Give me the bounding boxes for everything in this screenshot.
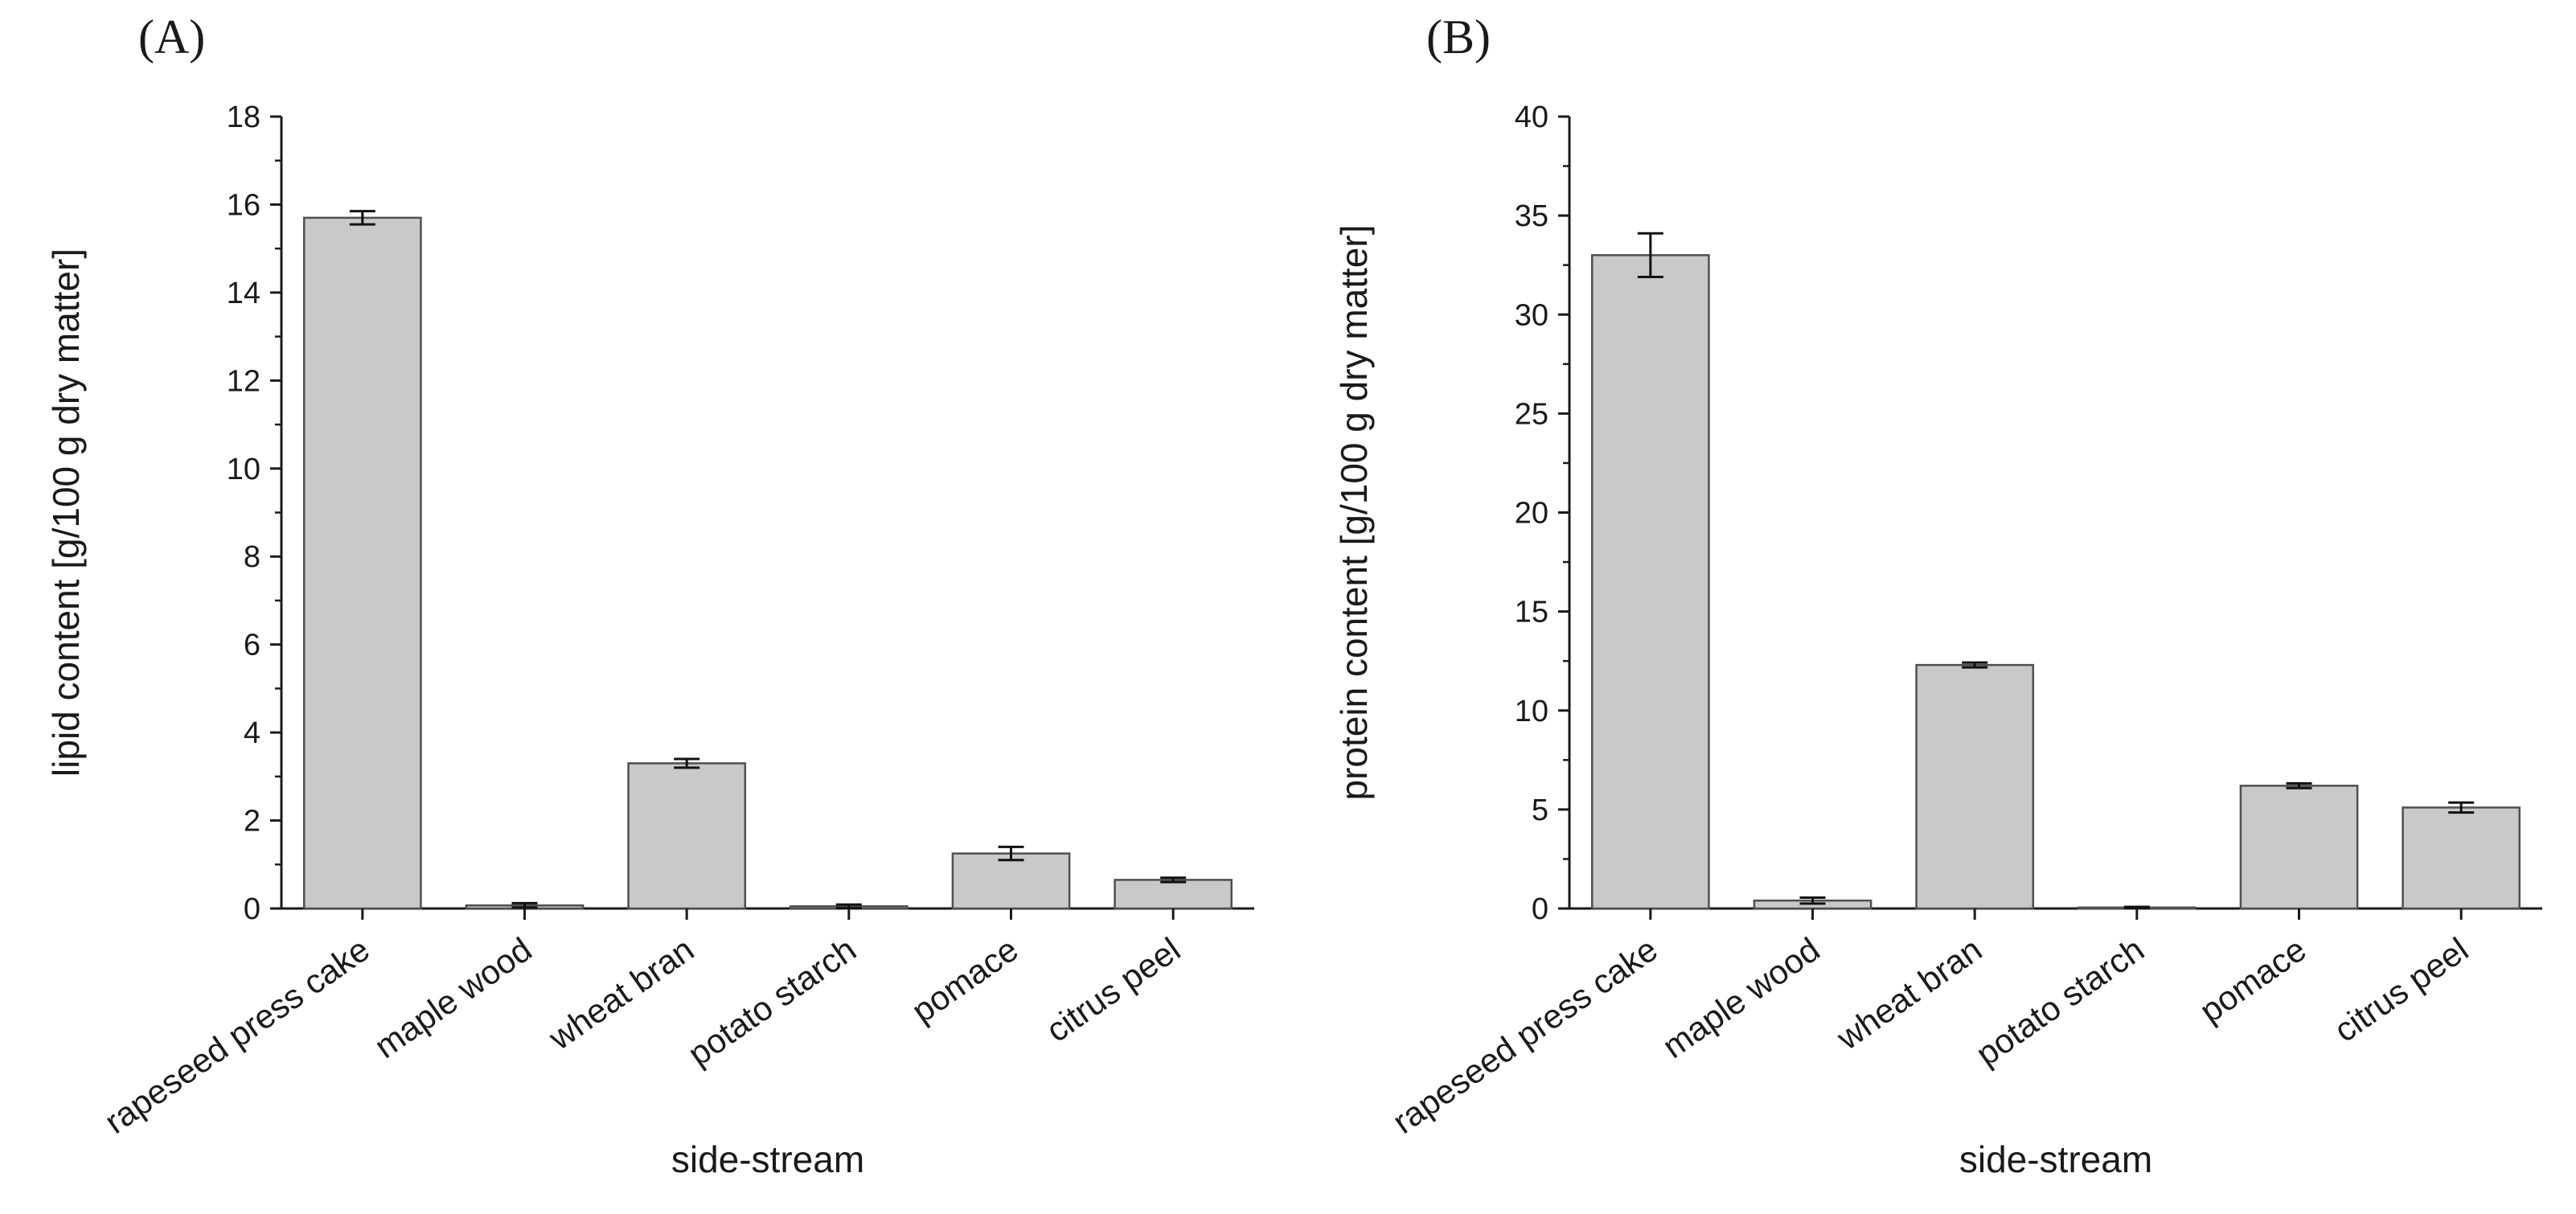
- x-tick-label: pomace: [2192, 930, 2312, 1030]
- panel-label-B: (B): [1426, 10, 1491, 64]
- x-axis-label: side-stream: [1959, 1138, 2152, 1180]
- bar: [1915, 663, 2035, 910]
- bar: [1590, 254, 1710, 910]
- panel-A: (A) 0 2 4 6 8 10 12 14 16 18 rapeseed press cake ma…: [45, 10, 1254, 1180]
- y-tick-label: 40: [1515, 100, 1548, 134]
- bar: [1114, 879, 1233, 910]
- y-tick-label: 5: [1532, 794, 1548, 827]
- y-tick-label: 16: [227, 188, 260, 222]
- bar: [627, 762, 747, 910]
- y-tick-label: 4: [244, 716, 260, 750]
- x-tick-label: potato starch: [1969, 930, 2151, 1073]
- y-tick-label: 0: [1532, 892, 1548, 926]
- y-tick-label: 8: [244, 540, 260, 574]
- x-tick-label: wheat bran: [541, 930, 700, 1057]
- x-tick-label: pomace: [904, 930, 1024, 1030]
- y-tick-label: 14: [227, 277, 260, 310]
- y-tick-label: 25: [1515, 397, 1548, 431]
- x-tick-label: maple wood: [1655, 930, 1826, 1065]
- x-tick-label: citrus peel: [2328, 930, 2476, 1049]
- y-tick-label: 10: [227, 453, 260, 486]
- y-tick-label: 0: [244, 892, 260, 926]
- y-axis-label: protein content [g/100 g dry matter]: [1333, 225, 1375, 801]
- x-tick-label: potato starch: [681, 930, 863, 1073]
- y-tick-label: 2: [244, 805, 260, 839]
- y-axis-label: lipid content [g/100 g dry matter]: [45, 248, 87, 777]
- panel-label-A: (A): [138, 10, 206, 64]
- y-tick-label: 12: [227, 364, 260, 398]
- x-tick-label: rapeseed press cake: [98, 930, 376, 1141]
- y-tick-label: 20: [1515, 497, 1548, 531]
- y-tick-label: 15: [1515, 596, 1548, 630]
- bar: [951, 852, 1071, 910]
- y-tick-label: 35: [1515, 199, 1548, 233]
- y-tick-label: 18: [227, 100, 260, 134]
- x-tick-label: citrus peel: [1040, 930, 1188, 1049]
- bar: [2402, 806, 2521, 910]
- bar-chart-protein-content: 0 5 10 15 20 25 30 35 40 rapeseed press cakemaple…: [1333, 100, 2542, 1180]
- bar: [302, 216, 422, 910]
- panel-B: (B) 0 5 10 15 20 25 30 35 40 rapeseed press cake m…: [1288, 0, 2576, 1214]
- y-tick-label: 10: [1515, 695, 1548, 728]
- bar: [2239, 785, 2359, 910]
- x-tick-label: maple wood: [367, 930, 538, 1065]
- x-tick-label: wheat bran: [1829, 930, 1988, 1057]
- bar-chart-lipid-content: 0 2 4 6 8 10 12 14 16 18 rapeseed press cakemaple …: [45, 100, 1254, 1180]
- y-tick-label: 6: [244, 629, 260, 662]
- x-axis-label: side-stream: [671, 1138, 864, 1180]
- y-tick-label: 30: [1515, 298, 1548, 332]
- x-tick-label: rapeseed press cake: [1386, 930, 1664, 1141]
